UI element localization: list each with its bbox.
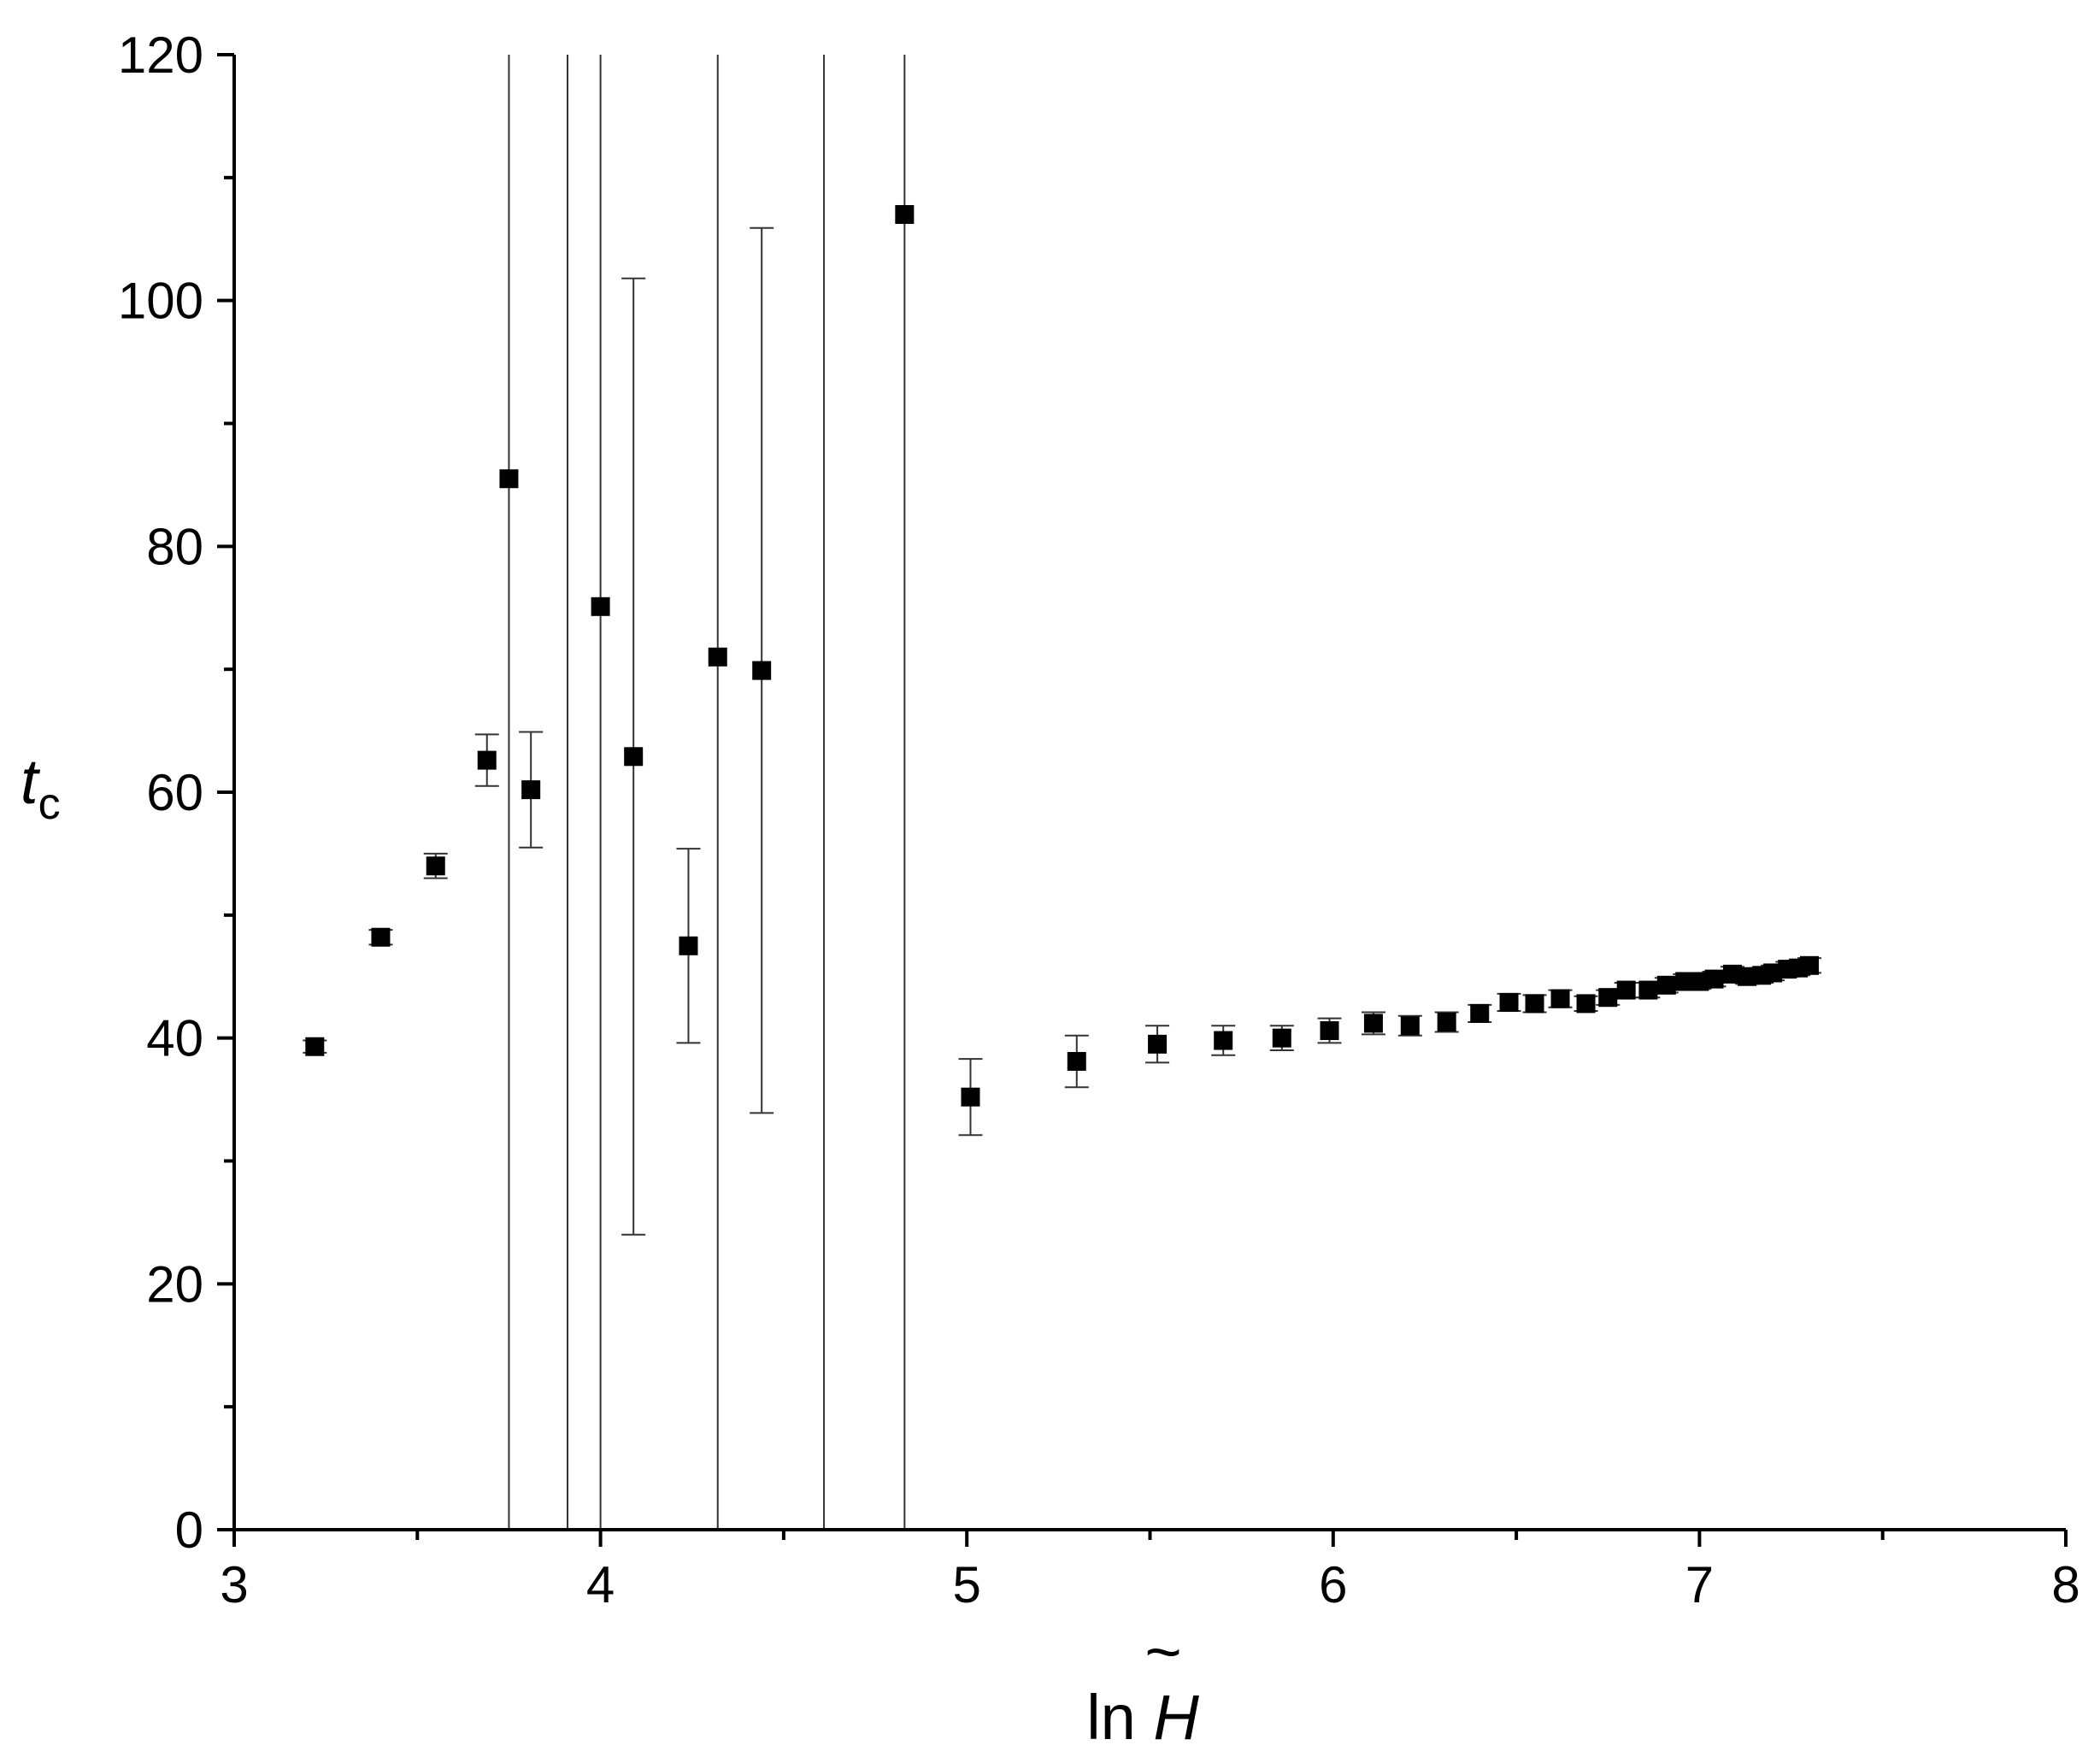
data-point	[961, 1087, 980, 1107]
data-point	[679, 936, 698, 955]
data-point	[1067, 1051, 1086, 1071]
error-bars	[303, 55, 1821, 1530]
data-point	[1675, 972, 1695, 991]
y-axis-title: tc	[21, 746, 61, 829]
tick-labels: 0 20 40 60 80 100 120 3 4 5 6 7 8	[118, 26, 2080, 1613]
y-axis-title-main: t	[21, 746, 41, 817]
y-tick-label: 80	[146, 518, 203, 575]
y-tick-label: 0	[175, 1501, 203, 1559]
data-point	[477, 750, 497, 770]
data-point	[624, 747, 644, 767]
data-point	[1722, 964, 1742, 984]
data-point	[1148, 1034, 1168, 1054]
x-tick-label: 7	[1685, 1556, 1714, 1613]
x-tick-label: 6	[1319, 1556, 1347, 1613]
y-tick-label: 100	[118, 273, 203, 330]
y-axis-title-sub: c	[38, 779, 61, 829]
data-point	[1799, 955, 1819, 975]
data-point	[1763, 963, 1783, 983]
data-point	[1738, 967, 1757, 986]
data-markers	[305, 204, 1819, 1107]
x-axis-title-accent: ~	[1144, 1616, 1180, 1687]
y-tick-label: 40	[146, 1010, 203, 1067]
data-point	[1214, 1031, 1233, 1050]
data-point	[371, 927, 391, 947]
x-axis-title-symbol: H	[1153, 1682, 1199, 1753]
data-point	[895, 204, 915, 224]
x-tick-label: 5	[953, 1556, 981, 1613]
data-point	[1616, 980, 1636, 1000]
data-point	[1525, 994, 1544, 1014]
data-point	[305, 1037, 325, 1056]
data-point	[426, 856, 445, 876]
data-point	[1638, 980, 1658, 1000]
y-tick-label: 20	[146, 1255, 203, 1313]
data-point	[1598, 988, 1618, 1008]
data-point	[1550, 989, 1570, 1008]
data-point	[591, 596, 610, 616]
x-tick-label: 8	[2051, 1556, 2079, 1613]
data-point	[1656, 975, 1676, 995]
data-point	[521, 780, 541, 800]
data-point	[1320, 1021, 1339, 1041]
data-point	[1499, 992, 1519, 1012]
y-tick-label: 60	[146, 764, 203, 821]
data-point	[1704, 969, 1724, 989]
data-point	[1470, 1003, 1490, 1023]
x-tick-label: 3	[220, 1556, 248, 1613]
data-point	[1437, 1012, 1456, 1031]
data-point	[752, 661, 772, 680]
data-point	[1576, 994, 1596, 1014]
data-point	[1272, 1028, 1291, 1048]
data-point	[1363, 1014, 1383, 1033]
data-point	[1690, 972, 1709, 991]
data-point	[499, 469, 519, 489]
x-tick-label: 4	[586, 1556, 615, 1613]
data-point	[1400, 1016, 1420, 1036]
x-axis-title-prefix: ln	[1086, 1682, 1153, 1753]
data-point	[708, 647, 727, 667]
axes	[217, 53, 2068, 1547]
x-axis-title: ln H	[1086, 1682, 1199, 1753]
y-tick-label: 120	[118, 26, 203, 84]
